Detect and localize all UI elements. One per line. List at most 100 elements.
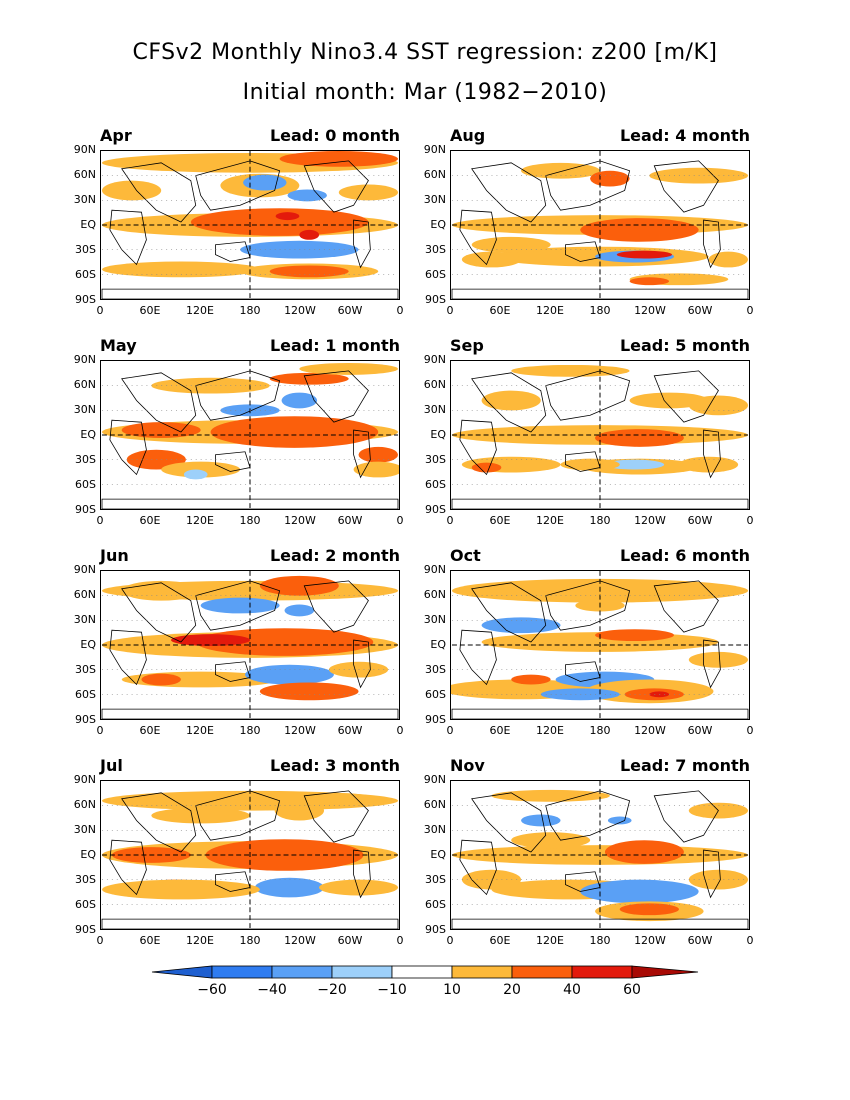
lat-tick-label: 30N [423, 403, 446, 416]
colorbar-label: −20 [317, 982, 347, 998]
coastline [121, 372, 197, 433]
map-panel-oct: Oct Lead: 6 month 90N 60N 30N EQ 30S 60S 90S 0 60E… [424, 546, 754, 737]
lon-tick-label: 60E [139, 724, 161, 737]
lon-tick-label: 120E [186, 934, 214, 947]
lat-tick-label: 90N [423, 563, 446, 576]
lon-tick-label: 120E [186, 514, 214, 527]
lon-tick-label: 0 [746, 304, 754, 317]
lat-tick-label: 60N [423, 378, 446, 391]
anomaly-shading [491, 789, 610, 802]
map-canvas [451, 151, 749, 299]
anomaly-shading [607, 816, 632, 825]
lon-tick-label: 60E [139, 514, 161, 527]
lon-tick-label: 120E [536, 724, 564, 737]
lat-tick-label: EQ [80, 428, 96, 441]
coastline [653, 790, 719, 843]
lat-tick-label: 30S [425, 453, 446, 466]
lon-tick-label: 0 [96, 934, 104, 947]
colorbar-label: 40 [563, 982, 581, 998]
lat-tick-label: 60S [75, 478, 96, 491]
lon-tick-label: 60W [687, 304, 713, 317]
anomaly-shading [629, 392, 709, 409]
coastline [353, 849, 371, 899]
panel-lead-label: Lead: 1 month [269, 336, 400, 355]
lat-tick-label: 90S [75, 293, 96, 306]
colorbar-left-arrow [151, 965, 213, 979]
lat-tick-label: 60S [425, 268, 446, 281]
anomaly-shading [560, 458, 620, 471]
anomaly-shading [595, 629, 674, 642]
anomaly-shading [151, 377, 270, 394]
panel-lead-label: Lead: 3 month [269, 756, 400, 775]
coastline [565, 661, 601, 682]
anomaly-shading [353, 461, 399, 478]
coastline [109, 839, 147, 896]
coastline [101, 918, 399, 929]
lat-tick-label: 30N [423, 613, 446, 626]
anomaly-shading [141, 673, 181, 686]
coastline [545, 370, 631, 421]
map-canvas [451, 361, 749, 509]
coastline [195, 370, 281, 421]
lat-tick-label: 30S [75, 453, 96, 466]
lon-tick-label: 0 [96, 304, 104, 317]
map-panel-apr: Apr Lead: 0 month 90N 60N 30N EQ 30S 60S 90S 0 60E… [74, 126, 404, 317]
anomaly-shading [183, 469, 208, 480]
lon-tick-label: 60W [337, 514, 363, 527]
coastline [215, 241, 251, 262]
anomaly-shading [102, 180, 162, 201]
lat-tick-label: EQ [430, 638, 446, 651]
anomaly-shading [279, 792, 379, 805]
coastline [459, 629, 497, 686]
regression-map [450, 570, 750, 720]
coastline [703, 849, 721, 899]
anomaly-shading [102, 879, 260, 900]
lon-tick-label: 120W [634, 934, 666, 947]
coastline [195, 160, 281, 211]
anomaly-shading [171, 634, 250, 646]
anomaly-shading [274, 800, 324, 821]
coastline [121, 162, 197, 223]
anomaly-shading [200, 597, 280, 614]
anomaly-shading [151, 807, 250, 824]
anomaly-shading [678, 456, 739, 473]
anomaly-shading [279, 151, 398, 167]
lon-tick-label: 0 [746, 724, 754, 737]
anomaly-shading [358, 446, 398, 463]
coastline [303, 790, 369, 843]
colorbar-label: −10 [377, 982, 407, 998]
lon-tick-label: 0 [396, 514, 404, 527]
lon-tick-label: 60W [687, 724, 713, 737]
colorbar-bin [391, 965, 453, 979]
lat-tick-label: 90S [75, 923, 96, 936]
coastline [451, 288, 749, 299]
panel-header: Jun Lead: 2 month [100, 544, 400, 566]
lon-tick-label: 120W [634, 514, 666, 527]
lat-tick-label: EQ [430, 428, 446, 441]
panel-month-label: Oct [450, 546, 481, 565]
lon-tick-label: 0 [446, 514, 454, 527]
panel-lead-label: Lead: 4 month [619, 126, 750, 145]
coastline [121, 582, 197, 643]
anomaly-shading [471, 236, 551, 253]
regression-map [450, 780, 750, 930]
lat-tick-label: 60S [425, 898, 446, 911]
coastline [101, 708, 399, 719]
panel-month-label: Sep [450, 336, 484, 355]
panel-header: Aug Lead: 4 month [450, 124, 750, 146]
coastline [459, 839, 497, 896]
coastline [565, 241, 601, 262]
lon-tick-label: 120W [634, 724, 666, 737]
anomaly-shading [338, 184, 398, 201]
lat-tick-label: EQ [430, 218, 446, 231]
lon-tick-label: 120E [536, 934, 564, 947]
anomaly-shading [580, 218, 699, 242]
colorbar-label: 20 [503, 982, 521, 998]
lat-tick-label: 60N [73, 378, 96, 391]
panel-lead-label: Lead: 0 month [269, 126, 400, 145]
lat-tick-label: 90S [425, 503, 446, 516]
panel-month-label: Jul [100, 756, 123, 775]
lat-tick-label: EQ [80, 218, 96, 231]
anomaly-shading [708, 251, 748, 268]
lon-tick-label: 120W [284, 724, 316, 737]
